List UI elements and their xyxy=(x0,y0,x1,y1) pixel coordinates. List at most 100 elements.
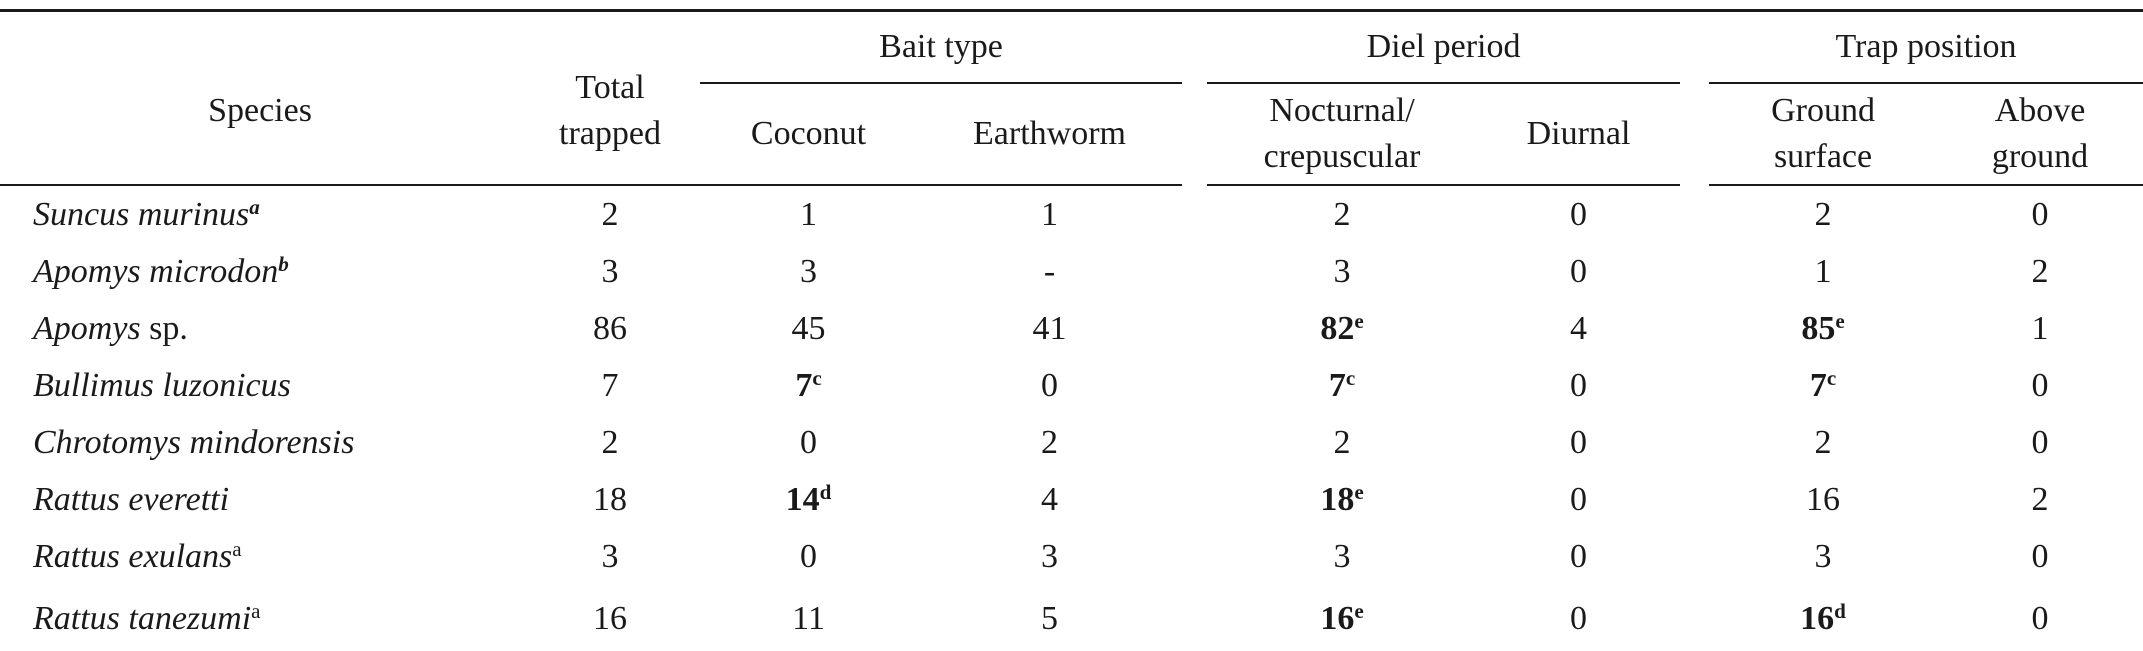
value-footnote-marker: d xyxy=(1834,599,1846,624)
column-header-total-trapped: Total trapped xyxy=(520,10,700,186)
species-footnote-marker: b xyxy=(278,251,289,276)
value-cell: 41 xyxy=(1032,309,1067,347)
value-cell: 0 xyxy=(2031,537,2049,575)
column-header-nocturnal-crepuscular: Nocturnal/ crepuscular xyxy=(1207,83,1478,186)
column-gap xyxy=(1680,185,1709,243)
value-cell: 0 xyxy=(1570,480,1588,518)
table-row: Apomys sp. 86 45 41 82e 4 85e 1 xyxy=(0,300,2143,357)
value-cell: 0 xyxy=(1570,600,1588,637)
value-footnote-marker: c xyxy=(1826,365,1837,390)
value-cell: 0 xyxy=(800,423,817,461)
value-cell: 0 xyxy=(1570,537,1588,575)
table-row: Rattus exulansa 3 0 3 3 0 3 0 xyxy=(0,528,2143,585)
table-body: Suncus murinusa 2 1 1 2 0 2 0 Apomys microdonb 3 3… xyxy=(0,185,2143,651)
table-header: Species Total trapped Bait type Diel per… xyxy=(0,10,2143,186)
value-cell: 0 xyxy=(2031,423,2049,461)
species-footnote-marker: a xyxy=(251,599,261,624)
species-name: Apomys sp. xyxy=(33,309,188,347)
value-footnote-marker: c xyxy=(812,365,822,390)
value-cell: 7c xyxy=(1328,365,1356,404)
value-cell: 3 xyxy=(1814,537,1832,575)
group-header-trap-position: Trap position xyxy=(1709,10,2143,84)
group-header-row: Species Total trapped Bait type Diel per… xyxy=(0,10,2143,186)
column-gap xyxy=(1680,528,1709,585)
table-row: Bullimus luzonicus 7 7c 0 7c 0 7c 0 xyxy=(0,357,2143,414)
value-cell: 2 xyxy=(1333,195,1351,233)
species-name: Apomys microdonb xyxy=(33,251,289,290)
value-cell: 3 xyxy=(1333,252,1351,290)
column-gap xyxy=(1680,585,1709,651)
table-row: Apomys microdonb 3 3 - 3 0 1 2 xyxy=(0,243,2143,300)
group-header-diel-period: Diel period xyxy=(1207,10,1681,84)
table-row: Rattus tanezumia 16 11 5 16e 0 16d 0 xyxy=(0,585,2143,651)
value-footnote-marker: e xyxy=(1354,599,1364,624)
value-footnote-marker: e xyxy=(1354,479,1364,504)
value-cell: 2 xyxy=(2031,252,2049,290)
value-cell: 18e xyxy=(1320,479,1364,518)
column-header-coconut: Coconut xyxy=(700,83,917,186)
column-gap xyxy=(1182,414,1207,471)
value-cell: 0 xyxy=(2031,600,2049,637)
value-cell: 1 xyxy=(800,195,817,233)
value-cell: 16 xyxy=(593,600,627,637)
species-footnote-marker: a xyxy=(249,194,260,219)
value-cell: 1 xyxy=(1814,252,1832,290)
value-cell: 0 xyxy=(1570,252,1588,290)
column-gap xyxy=(1182,585,1207,651)
group-header-bait-type: Bait type xyxy=(700,10,1183,84)
value-cell: 0 xyxy=(800,537,817,575)
species-name: Rattus exulansa xyxy=(33,536,242,575)
column-gap xyxy=(1182,185,1207,243)
sub-header-row: Coconut Earthworm Nocturnal/ crepuscular… xyxy=(0,83,2143,186)
value-footnote-marker: c xyxy=(1345,365,1356,390)
value-cell: 82e xyxy=(1320,308,1364,347)
value-cell: 11 xyxy=(792,600,825,637)
value-cell: 7c xyxy=(795,365,822,404)
value-cell: 5 xyxy=(1041,600,1058,637)
value-cell: 1 xyxy=(1041,195,1058,233)
value-cell: 3 xyxy=(601,537,619,575)
value-cell: 3 xyxy=(1333,537,1351,575)
column-header-diurnal: Diurnal xyxy=(1477,83,1681,186)
value-cell: 2 xyxy=(1814,423,1832,461)
column-gap xyxy=(1680,300,1709,357)
column-gap xyxy=(1182,300,1207,357)
column-gap xyxy=(1182,11,1207,186)
value-cell: 0 xyxy=(1041,366,1058,404)
value-cell: 2 xyxy=(1333,423,1351,461)
species-name: Suncus murinusa xyxy=(33,194,260,233)
table-row: Chrotomys mindorensis 2 0 2 2 0 2 0 xyxy=(0,414,2143,471)
column-header-earthworm: Earthworm xyxy=(917,83,1183,186)
value-footnote-marker: e xyxy=(1835,308,1845,333)
column-header-above-ground: Above ground xyxy=(1937,83,2143,186)
value-cell: 1 xyxy=(2031,309,2049,347)
value-cell: 86 xyxy=(593,309,627,347)
value-cell: 18 xyxy=(593,480,627,518)
column-gap xyxy=(1182,528,1207,585)
species-name: Rattus everetti xyxy=(33,480,230,518)
column-gap xyxy=(1680,11,1709,186)
value-cell: 4 xyxy=(1570,309,1588,347)
species-trapping-table: Species Total trapped Bait type Diel per… xyxy=(0,9,2143,651)
value-cell: - xyxy=(1043,252,1056,290)
species-name: Rattus tanezumia xyxy=(33,599,261,637)
species-name: Bullimus luzonicus xyxy=(33,366,291,404)
value-cell: 2 xyxy=(1041,423,1058,461)
table-row: Suncus murinusa 2 1 1 2 0 2 0 xyxy=(0,185,2143,243)
value-cell: 2 xyxy=(601,423,619,461)
species-footnote-marker: a xyxy=(232,536,242,561)
value-cell: 85e xyxy=(1801,308,1845,347)
value-cell: 4 xyxy=(1041,480,1058,518)
value-cell: 14d xyxy=(785,479,832,518)
value-cell: 7c xyxy=(1809,365,1837,404)
value-cell: 0 xyxy=(1570,195,1588,233)
value-footnote-marker: e xyxy=(1354,308,1364,333)
value-cell: 3 xyxy=(1041,537,1058,575)
value-cell: 2 xyxy=(601,195,619,233)
column-gap xyxy=(1182,471,1207,528)
column-gap xyxy=(1182,357,1207,414)
column-gap xyxy=(1680,357,1709,414)
value-cell: 3 xyxy=(800,252,817,290)
value-cell: 3 xyxy=(601,252,619,290)
